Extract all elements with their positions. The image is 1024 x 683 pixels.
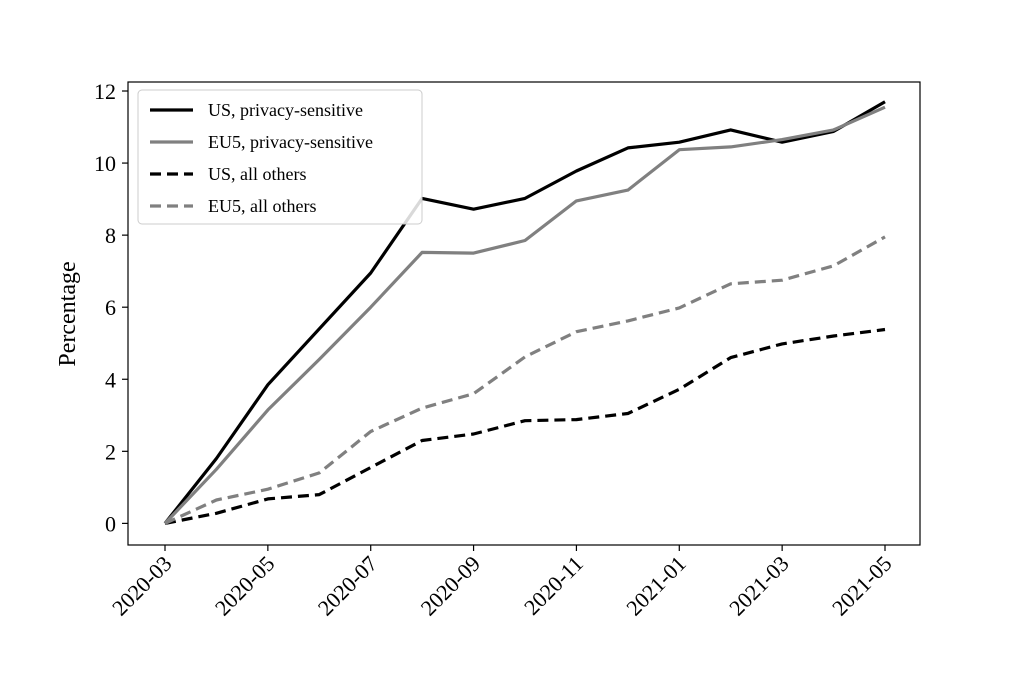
y-tick-label: 8 <box>105 223 116 248</box>
series-line-1 <box>163 100 886 525</box>
series-lines <box>163 100 886 525</box>
legend-label: US, privacy-sensitive <box>208 100 363 120</box>
series-line-3 <box>164 327 886 525</box>
y-tick-label: 12 <box>94 79 116 104</box>
x-tick-label: 2021-03 <box>724 551 794 621</box>
x-axis: 2020-03 2020-05 2020-07 2020-09 2020-11 2021-… <box>107 545 897 620</box>
y-tick-label: 2 <box>105 439 116 464</box>
x-tick-label: 2020-11 <box>519 551 588 620</box>
legend-box <box>137 89 423 225</box>
legend-label: US, all others <box>208 164 307 184</box>
x-tick-label: 2020-09 <box>416 551 486 621</box>
x-tick-label: 2020-07 <box>313 551 383 621</box>
x-tick-label: 2021-01 <box>621 551 691 621</box>
legend-label: EU5, privacy-sensitive <box>208 132 373 152</box>
y-tick-label: 0 <box>105 511 116 536</box>
plot-frame <box>127 81 921 546</box>
x-tick-label: 2020-05 <box>210 551 280 621</box>
y-axis: 0 2 4 6 8 10 12 <box>94 79 128 536</box>
x-tick-label: 2021-05 <box>827 551 897 621</box>
y-tick-label: 6 <box>105 295 116 320</box>
series-line-4 <box>164 235 886 525</box>
y-axis-label: Percentage <box>55 261 81 366</box>
x-tick-label: 2020-03 <box>107 551 177 621</box>
series-line-2 <box>163 105 886 525</box>
legend: US, privacy-sensitive EU5, privacy-sensit… <box>137 89 423 225</box>
y-tick-label: 4 <box>105 367 116 392</box>
y-tick-label: 10 <box>94 151 116 176</box>
legend-label: EU5, all others <box>208 196 316 216</box>
